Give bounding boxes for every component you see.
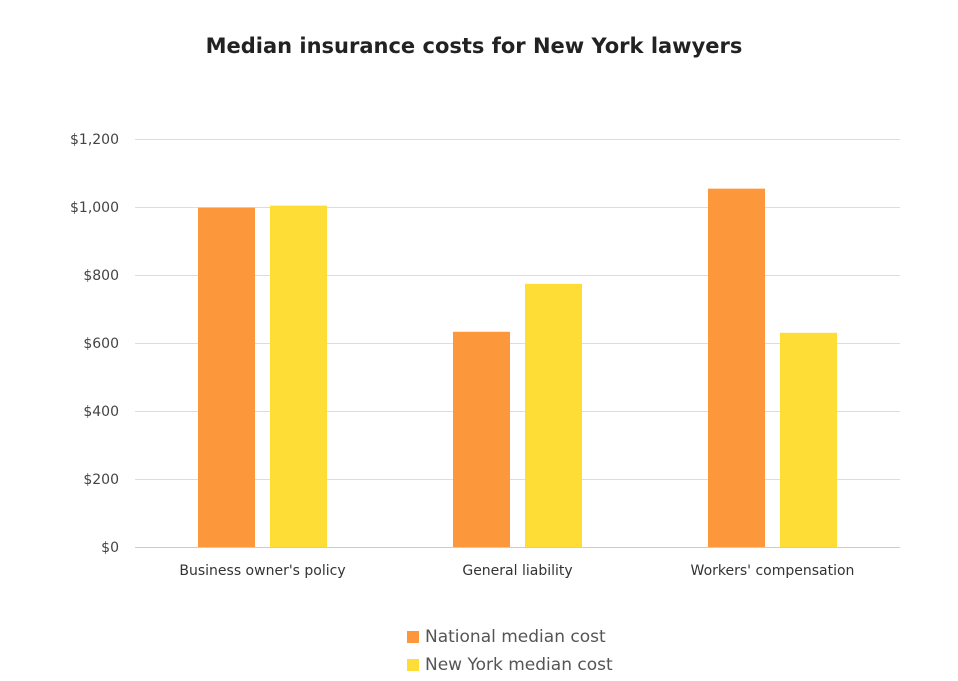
x-tick-label: General liability <box>462 563 572 579</box>
x-tick-label: Workers' compensation <box>691 563 855 579</box>
bar-national <box>708 188 765 547</box>
legend-label-new-york: New York median cost <box>425 655 613 675</box>
x-tick-label: Business owner's policy <box>179 563 345 579</box>
y-tick-label: $1,000 <box>70 200 119 216</box>
y-tick-label: $800 <box>83 268 119 284</box>
chart-title: Median insurance costs for New York lawy… <box>205 34 743 58</box>
legend-swatch-new-york <box>407 659 419 671</box>
y-tick-label: $1,200 <box>70 132 119 148</box>
legend-item-national: National median cost <box>407 627 606 647</box>
y-tick-label: $0 <box>101 540 119 556</box>
y-tick-label: $200 <box>83 472 119 488</box>
legend-label-national: National median cost <box>425 627 606 647</box>
bar-new-york <box>780 332 837 547</box>
legend-swatch-national <box>407 631 419 643</box>
legend-item-new-york: New York median cost <box>407 655 613 675</box>
bar-national <box>198 207 255 547</box>
y-tick-label: $400 <box>83 404 119 420</box>
y-tick-label: $600 <box>83 336 119 352</box>
bar-national <box>453 331 510 547</box>
bar-new-york <box>270 205 327 547</box>
bar-new-york <box>525 283 582 547</box>
